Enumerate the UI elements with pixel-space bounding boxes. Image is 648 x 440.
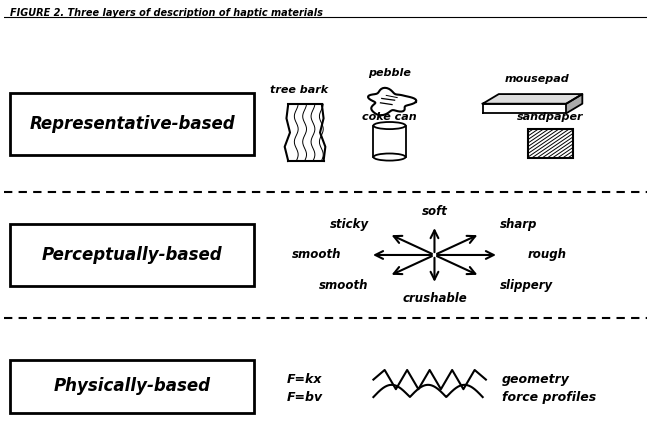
Text: FIGURE 2. Three layers of description of haptic materials: FIGURE 2. Three layers of description of… (10, 8, 323, 18)
Text: smooth: smooth (319, 279, 369, 292)
Text: F=bv: F=bv (286, 391, 323, 403)
FancyBboxPatch shape (10, 224, 255, 286)
Bar (527, 129, 573, 158)
Text: geometry: geometry (502, 373, 570, 386)
Text: F=kx: F=kx (286, 373, 322, 386)
Text: coke can: coke can (362, 112, 417, 121)
Text: sandpaper: sandpaper (517, 113, 583, 122)
Text: force profiles: force profiles (502, 391, 596, 403)
Text: Perceptually-based: Perceptually-based (42, 246, 223, 264)
Text: tree bark: tree bark (270, 85, 329, 95)
Text: sticky: sticky (329, 218, 369, 231)
FancyBboxPatch shape (10, 92, 255, 155)
Text: Representative-based: Representative-based (30, 115, 235, 133)
Text: soft: soft (422, 205, 447, 218)
Text: smooth: smooth (292, 249, 341, 261)
Text: slippery: slippery (500, 279, 553, 292)
Polygon shape (566, 94, 583, 114)
Text: crushable: crushable (402, 292, 467, 304)
Polygon shape (483, 94, 583, 104)
Text: sharp: sharp (500, 218, 538, 231)
Text: Physically-based: Physically-based (54, 377, 211, 395)
Polygon shape (483, 104, 566, 114)
Text: pebble: pebble (368, 68, 411, 78)
Ellipse shape (373, 154, 406, 161)
Text: mousepad: mousepad (505, 74, 570, 84)
FancyBboxPatch shape (10, 359, 255, 413)
Ellipse shape (373, 122, 406, 129)
Text: rough: rough (527, 249, 567, 261)
